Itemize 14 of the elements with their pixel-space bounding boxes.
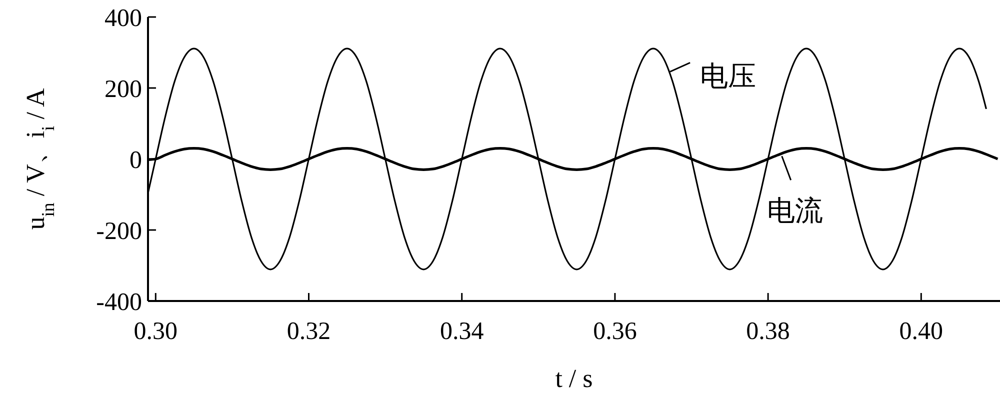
x-tick-label: 0.36 [593, 318, 637, 345]
y-tick-label: -400 [96, 288, 142, 316]
x-tick-label: 0.40 [899, 318, 944, 345]
x-tick-label: 0.38 [746, 318, 790, 345]
y-tick-label: 400 [104, 4, 142, 32]
annotation: 电压 [700, 60, 756, 93]
x-tick-label: 0.32 [286, 318, 331, 345]
y-tick-label: 200 [104, 76, 142, 103]
y-tick-label: 0 [130, 146, 142, 174]
x-axis-title: t / s [555, 364, 593, 393]
annotation: 电流 [766, 194, 823, 228]
x-tick-label: 0.34 [440, 318, 484, 345]
x-tick-label: 0.30 [134, 318, 178, 345]
y-tick-label: -200 [96, 218, 142, 245]
